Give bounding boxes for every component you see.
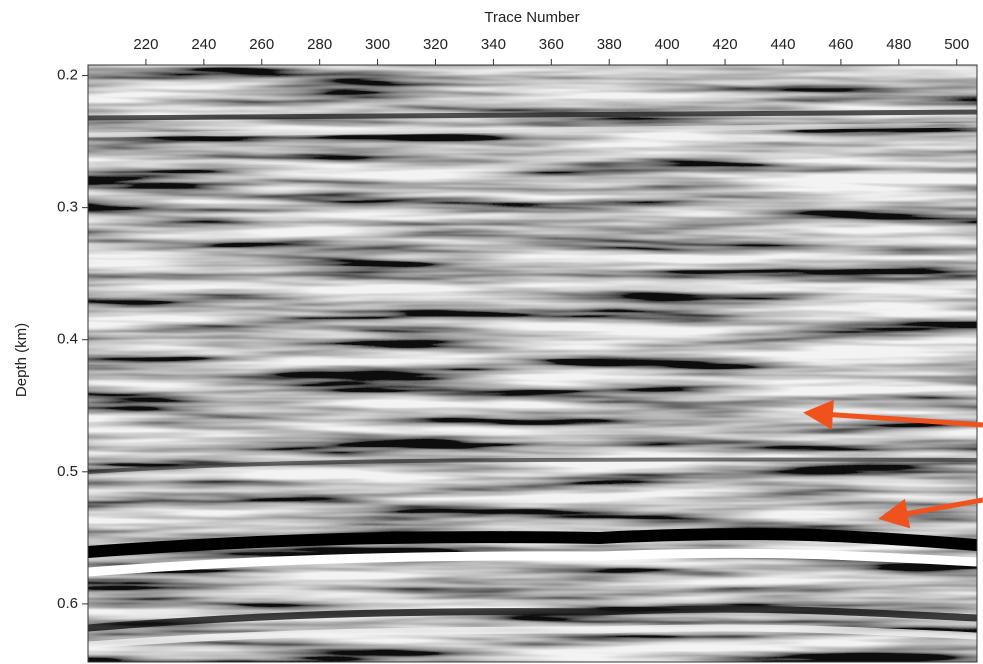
x-tick-label: 400 (655, 36, 680, 53)
chart: Trace Number Depth (km) 220 240 260 280 300 3… (0, 0, 983, 664)
y-tick-label: 0.4 (57, 331, 78, 348)
x-tick-label: 500 (944, 36, 969, 53)
x-tick-label: 380 (597, 36, 622, 53)
x-tick-label: 440 (770, 36, 795, 53)
x-tick-label: 220 (133, 36, 158, 53)
y-axis-label: Depth (km) (13, 323, 30, 397)
seismic-image (88, 65, 977, 662)
x-tick-label: 480 (886, 36, 911, 53)
y-tick-label: 0.6 (57, 595, 78, 612)
x-tick-label: 280 (307, 36, 332, 53)
x-tick-label: 260 (249, 36, 274, 53)
x-tick-label: 300 (365, 36, 390, 53)
x-tick-label: 320 (423, 36, 448, 53)
x-tick-label: 420 (713, 36, 738, 53)
x-tick-label: 340 (481, 36, 506, 53)
y-tick-label: 0.2 (57, 67, 78, 84)
x-tick-label: 360 (539, 36, 564, 53)
x-tick-label: 460 (828, 36, 853, 53)
x-axis-label: Trace Number (484, 9, 579, 26)
x-tick-label: 240 (191, 36, 216, 53)
y-tick-label: 0.5 (57, 463, 78, 480)
y-tick-label: 0.3 (57, 199, 78, 216)
